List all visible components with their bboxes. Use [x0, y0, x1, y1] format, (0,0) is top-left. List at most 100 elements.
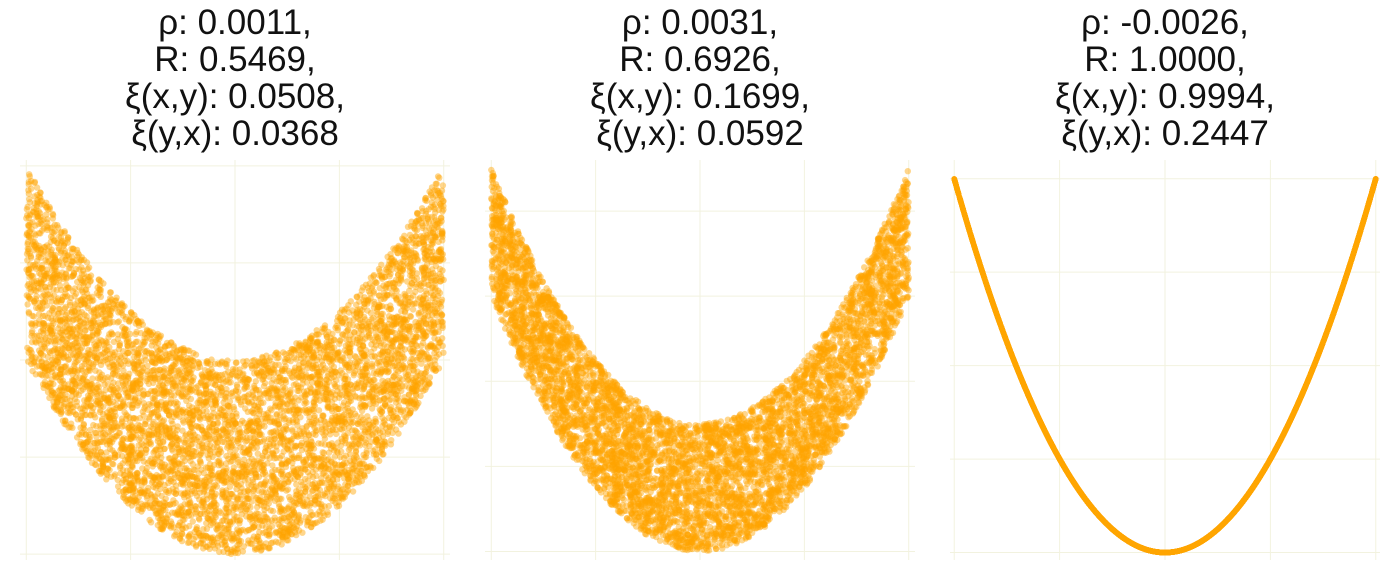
- scatter-point: [69, 317, 76, 324]
- scatter-point: [159, 382, 167, 389]
- scatter-point: [431, 286, 439, 294]
- scatter-point: [440, 276, 447, 284]
- scatter-point: [353, 472, 361, 480]
- scatter-point: [82, 275, 89, 282]
- scatter-point: [332, 368, 340, 376]
- scatter-point: [260, 511, 268, 518]
- scatter-point: [276, 516, 283, 523]
- scatter-point: [382, 360, 390, 367]
- scatter-point: [260, 375, 267, 382]
- scatter-point: [356, 298, 363, 305]
- scatter-point: [224, 444, 231, 451]
- scatter-point: [100, 438, 107, 445]
- scatter-point: [246, 458, 253, 465]
- scatter-point: [281, 407, 288, 414]
- scatter-point: [200, 540, 207, 547]
- scatter-point: [429, 255, 437, 263]
- scatter-point: [250, 402, 258, 409]
- scatter-point: [368, 388, 376, 395]
- scatter-point: [295, 406, 303, 413]
- scatter-point: [254, 437, 261, 445]
- scatter-point: [164, 434, 171, 441]
- scatter-point: [38, 350, 45, 358]
- scatter-point: [339, 331, 346, 338]
- scatter-point: [59, 417, 67, 424]
- scatter-point: [103, 413, 111, 420]
- scatter-point: [116, 429, 124, 437]
- scatter-point: [226, 408, 233, 415]
- scatter-point: [201, 482, 208, 489]
- scatter-point: [138, 488, 146, 495]
- scatter-point: [221, 537, 229, 545]
- scatter-point: [322, 423, 329, 430]
- scatter-point: [209, 369, 216, 376]
- scatter-point: [382, 401, 389, 408]
- scatter-point: [240, 376, 247, 383]
- scatter-point: [225, 455, 232, 462]
- scatter-point: [98, 417, 106, 424]
- scatter-point: [182, 447, 189, 454]
- scatter-point: [54, 316, 62, 323]
- scatter-point: [321, 343, 328, 350]
- scatter-point: [362, 375, 369, 382]
- scatter-point: [200, 430, 208, 437]
- scatter-point: [179, 516, 187, 523]
- scatter-point: [339, 354, 346, 361]
- scatter-point: [412, 335, 419, 342]
- scatter-point: [205, 507, 213, 515]
- scatter-point: [268, 384, 275, 392]
- scatter-point: [210, 421, 217, 428]
- scatter-point: [391, 320, 398, 328]
- scatter-point: [62, 362, 70, 369]
- scatter-point: [285, 513, 293, 520]
- scatter-point: [433, 309, 440, 317]
- scatter-point: [319, 325, 326, 332]
- scatter-point: [57, 229, 64, 236]
- scatter-point: [108, 407, 116, 414]
- panel-1-title-xi-xy: ξ(x,y): 0.0508,: [125, 77, 345, 116]
- scatter-point: [304, 365, 311, 372]
- scatter-point: [310, 520, 317, 527]
- scatter-point: [98, 310, 105, 318]
- scatter-point: [106, 423, 113, 430]
- scatter-point: [220, 404, 227, 411]
- scatter-point: [291, 511, 298, 519]
- scatter-point: [389, 416, 396, 423]
- scatter-point: [136, 452, 143, 459]
- scatter-point: [227, 443, 235, 451]
- scatter-point: [155, 402, 162, 409]
- scatter-point: [410, 385, 417, 392]
- scatter-point: [364, 323, 372, 331]
- scatter-point: [43, 302, 50, 309]
- scatter-point: [250, 434, 257, 442]
- scatter-point: [291, 455, 298, 462]
- scatter-point: [208, 356, 215, 363]
- scatter-point: [195, 515, 203, 522]
- scatter-point: [46, 310, 53, 317]
- scatter-point: [379, 320, 386, 327]
- scatter-point: [328, 407, 336, 415]
- scatter-point: [167, 443, 174, 450]
- scatter-point: [35, 311, 43, 318]
- scatter-point: [331, 491, 338, 498]
- scatter-point: [78, 297, 85, 304]
- scatter-point: [84, 379, 91, 386]
- scatter-point: [74, 305, 82, 312]
- scatter-point: [35, 220, 42, 228]
- scatter-point: [243, 375, 251, 382]
- scatter-point: [39, 362, 46, 370]
- scatter-point: [222, 541, 230, 549]
- scatter-point: [127, 442, 134, 450]
- scatter-point: [190, 357, 197, 365]
- scatter-point: [134, 370, 141, 377]
- scatter-point: [415, 240, 422, 247]
- scatter-point: [420, 292, 428, 300]
- scatter-point: [132, 454, 140, 462]
- scatter-point: [39, 299, 47, 307]
- scatter-point: [47, 238, 54, 246]
- scatter-point: [55, 272, 62, 279]
- scatter-point: [347, 381, 354, 388]
- scatter-point: [100, 341, 108, 348]
- scatter-point: [95, 384, 103, 391]
- scatter-point: [195, 530, 203, 537]
